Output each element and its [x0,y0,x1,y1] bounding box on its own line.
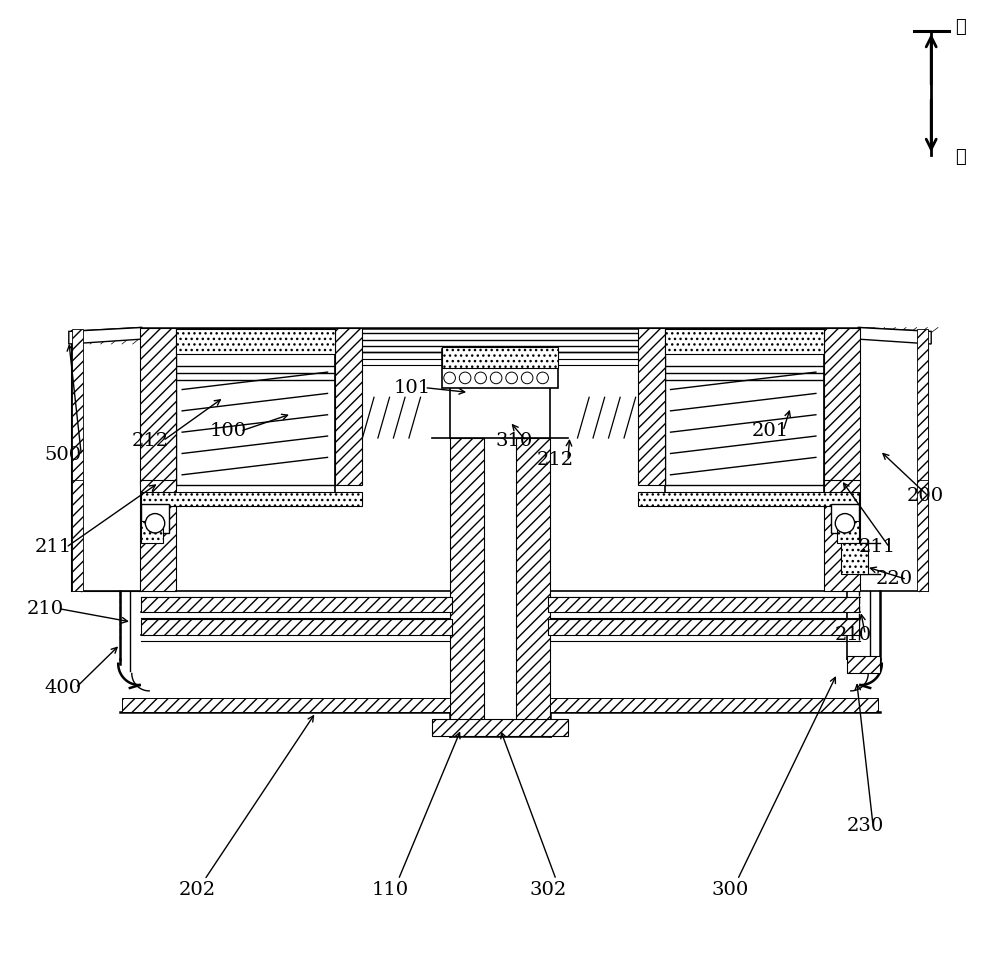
Bar [141,619,452,635]
Bar [140,328,176,484]
Text: 210: 210 [834,626,871,643]
Text: 101: 101 [393,379,431,396]
Bar [841,543,868,574]
Bar [141,504,169,533]
Bar [638,492,859,506]
Circle shape [490,372,502,384]
Bar [665,349,824,494]
Text: 230: 230 [847,817,884,834]
Bar [548,619,859,635]
Circle shape [521,372,533,384]
Bar [824,480,860,591]
Bar [141,597,452,612]
Bar [335,328,362,484]
Text: 202: 202 [178,881,215,898]
Bar [831,504,859,533]
Polygon shape [859,328,931,344]
Circle shape [444,372,455,384]
Text: 500: 500 [45,447,82,464]
Bar [72,329,83,484]
Text: 302: 302 [529,881,566,898]
Text: 上: 上 [955,18,966,36]
Text: 212: 212 [537,452,574,469]
Circle shape [459,372,471,384]
Text: 110: 110 [372,881,409,898]
Circle shape [145,514,165,533]
Bar [176,329,335,354]
Bar [72,480,83,591]
Text: 201: 201 [752,422,789,440]
Bar [550,698,878,712]
Circle shape [537,372,548,384]
Polygon shape [69,328,141,344]
Text: 220: 220 [876,571,913,588]
Circle shape [506,372,517,384]
Bar [176,349,335,494]
Bar [141,521,163,543]
Text: 400: 400 [45,679,82,697]
Bar [122,698,450,712]
Bar [140,480,176,591]
Text: 210: 210 [27,600,64,617]
Bar [917,480,928,591]
Bar [442,347,558,368]
Bar [638,328,665,484]
Bar [516,438,550,729]
Bar [141,492,362,506]
Text: 200: 200 [907,487,944,505]
Circle shape [835,514,855,533]
Bar [837,521,859,543]
Bar [847,656,880,673]
Text: 211: 211 [35,539,72,556]
Bar [548,597,859,612]
Bar [450,438,484,729]
Circle shape [475,372,486,384]
Bar [665,329,824,354]
Text: 下: 下 [955,148,966,166]
Bar [442,349,558,388]
Text: 310: 310 [495,432,532,450]
Bar [432,719,568,736]
Text: 212: 212 [132,432,169,450]
Text: 300: 300 [711,881,748,898]
Text: 211: 211 [859,539,896,556]
Bar [917,329,928,484]
Bar [824,328,860,484]
Text: 100: 100 [209,422,246,440]
